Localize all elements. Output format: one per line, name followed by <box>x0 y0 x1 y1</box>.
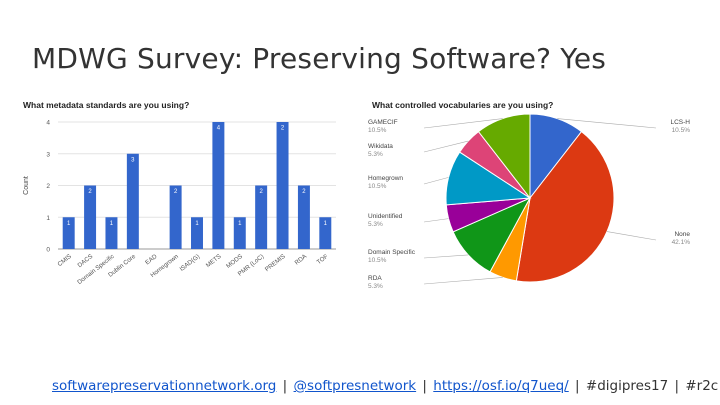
bar-x-tick-label: METS <box>205 253 223 269</box>
footer-hashtag-digipres: #digipres17 <box>585 378 669 394</box>
footer-hashtag-r2c: #r2c <box>685 378 719 394</box>
pie-leader-line <box>606 231 657 241</box>
pie-slice-percent: 10.5% <box>368 183 387 190</box>
bar-x-tick-label: ISAD(G) <box>178 253 201 273</box>
slide-title: MDWG Survey: Preserving Software? Yes <box>32 42 607 75</box>
pie-leader-line <box>423 218 449 223</box>
bar-x-tick-label: RDA <box>294 253 309 267</box>
bar-value-label: 2 <box>174 189 178 195</box>
bar-12 <box>319 217 332 249</box>
pie-slice-percent: 42.1% <box>672 239 691 246</box>
pie-leader-line <box>423 118 503 129</box>
pie-slice-percent: 10.5% <box>368 127 387 134</box>
pie-leader-line <box>423 277 503 285</box>
bar-y-tick-label: 4 <box>46 120 50 127</box>
bar-1 <box>84 185 97 249</box>
bar-chart-title: What metadata standards are you using? <box>23 100 189 110</box>
bar-x-tick-label: TOF <box>316 253 330 266</box>
pie-slice-percent: 10.5% <box>368 257 387 264</box>
bar-value-label: 3 <box>131 157 135 163</box>
bar-value-label: 2 <box>88 189 92 195</box>
pie-leader-line <box>423 254 469 259</box>
bar-7 <box>212 122 225 249</box>
pie-slice-label: Unidentified <box>368 213 403 220</box>
footer-link-twitter[interactable]: @softpresnetwork <box>293 378 417 394</box>
bar-6 <box>191 217 203 249</box>
bar-value-label: 1 <box>238 221 242 227</box>
bar-value-label: 2 <box>302 189 306 195</box>
pie-slice-percent: 5.3% <box>368 151 383 158</box>
bar-y-tick-label: 1 <box>46 215 50 222</box>
controlled-vocabularies-chart: What controlled vocabularies are you usi… <box>366 96 696 300</box>
pie-chart-svg: What controlled vocabularies are you usi… <box>368 100 691 290</box>
bar-x-tick-label: EAD <box>144 253 159 267</box>
bar-10 <box>276 122 289 249</box>
bar-x-tick-label: CMIS <box>56 253 72 268</box>
bar-value-label: 4 <box>217 126 221 132</box>
bar-9 <box>255 185 268 249</box>
footer-link-website[interactable]: softwarepreservationnetwork.org <box>52 378 277 394</box>
pie-slice-label: Wikidata <box>368 143 393 150</box>
bar-0 <box>62 217 75 249</box>
pie-slice-label: None <box>674 231 690 238</box>
bar-value-label: 1 <box>67 221 71 227</box>
pie-slice-label: Homegrown <box>368 175 403 182</box>
pie-slice-gamecif <box>477 113 531 200</box>
pie-slice-label: GAMECIF <box>368 119 398 126</box>
bar-x-tick-label: PREMIS <box>264 253 287 273</box>
bar-3 <box>126 153 139 249</box>
pie-leader-line <box>423 177 449 185</box>
bar-x-tick-label: DACS <box>76 253 94 269</box>
bar-y-tick-label: 0 <box>46 247 50 254</box>
footer-link-osf[interactable]: https://osf.io/q7ueq/ <box>433 378 569 394</box>
bar-y-axis-label: Count <box>23 176 30 195</box>
bar-11 <box>297 185 310 249</box>
bar-chart-svg: What metadata standards are you using? 0 1… <box>23 100 336 286</box>
bar-y-tick-label: 3 <box>46 151 50 158</box>
footer-separator: | <box>422 378 427 394</box>
pie-leader-line <box>557 118 657 129</box>
bar-8 <box>233 217 246 249</box>
footer: softwarepreservationnetwork.org | @softp… <box>52 378 718 394</box>
bar-value-label: 1 <box>324 221 328 227</box>
pie-slice-percent: 5.3% <box>368 221 383 228</box>
footer-separator: | <box>282 378 288 394</box>
pie-slice-label: Domain Specific <box>368 249 416 256</box>
pie-slice-percent: 10.5% <box>672 127 691 134</box>
pie-leader-line <box>423 140 469 153</box>
pie-chart-title: What controlled vocabularies are you usi… <box>372 100 553 110</box>
bar-value-label: 2 <box>281 126 285 132</box>
footer-separator: | <box>674 378 680 394</box>
bar-value-label: 2 <box>259 189 263 195</box>
pie-slice-label: LCS-H <box>670 119 690 126</box>
footer-separator: | <box>575 378 580 394</box>
bar-5 <box>169 185 182 249</box>
pie-slice-percent: 5.3% <box>368 283 383 290</box>
pie-slice-label: RDA <box>368 275 382 282</box>
bar-2 <box>105 217 118 249</box>
bar-value-label: 1 <box>110 221 114 227</box>
metadata-standards-chart: What metadata standards are you using? 0 1… <box>18 96 340 302</box>
bar-value-label: 1 <box>195 221 199 227</box>
bar-y-tick-label: 2 <box>46 183 50 190</box>
